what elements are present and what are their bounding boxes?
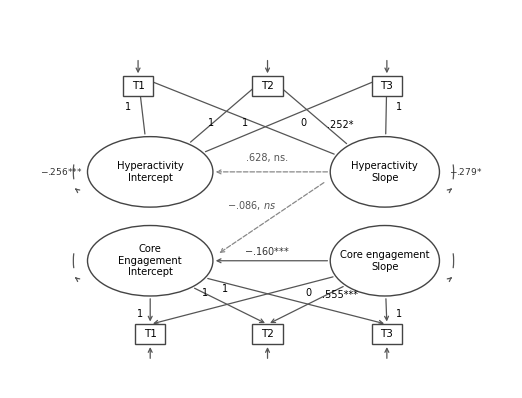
Text: 1: 1 [242,118,248,128]
Text: $-$.086, $ns$: $-$.086, $ns$ [227,199,276,212]
Text: Hyperactivity
Intercept: Hyperactivity Intercept [117,161,184,183]
Text: 1: 1 [396,309,402,319]
FancyBboxPatch shape [123,76,153,96]
FancyBboxPatch shape [372,76,402,96]
Ellipse shape [88,137,213,207]
Text: T1: T1 [144,329,157,339]
Text: .252*: .252* [327,120,353,130]
Text: 1: 1 [396,102,402,112]
Text: 1: 1 [222,285,228,295]
Text: Hyperactivity
Slope: Hyperactivity Slope [351,161,418,183]
Text: 0: 0 [301,118,307,128]
Ellipse shape [330,226,440,296]
FancyBboxPatch shape [252,324,283,344]
Text: Core engagement
Slope: Core engagement Slope [340,250,430,271]
Text: 1: 1 [208,118,214,128]
Text: .555***: .555*** [323,290,358,300]
Text: 1: 1 [125,102,131,112]
FancyBboxPatch shape [252,76,283,96]
Text: Core
Engagement
Intercept: Core Engagement Intercept [118,244,182,277]
Text: T3: T3 [381,329,393,339]
Text: T2: T2 [261,81,274,91]
Text: T1: T1 [132,81,145,91]
Text: 1: 1 [202,287,208,298]
Text: 1: 1 [137,309,143,319]
Text: $-$.279*: $-$.279* [449,166,482,178]
FancyBboxPatch shape [372,324,402,344]
Text: $-$.256***: $-$.256*** [40,166,82,178]
Text: T3: T3 [381,81,393,91]
Ellipse shape [330,137,440,207]
FancyBboxPatch shape [135,324,165,344]
Text: 0: 0 [305,287,311,298]
Text: $-$.160***: $-$.160*** [244,245,291,257]
Ellipse shape [88,226,213,296]
Text: .628, ns.: .628, ns. [246,153,289,163]
Text: T2: T2 [261,329,274,339]
